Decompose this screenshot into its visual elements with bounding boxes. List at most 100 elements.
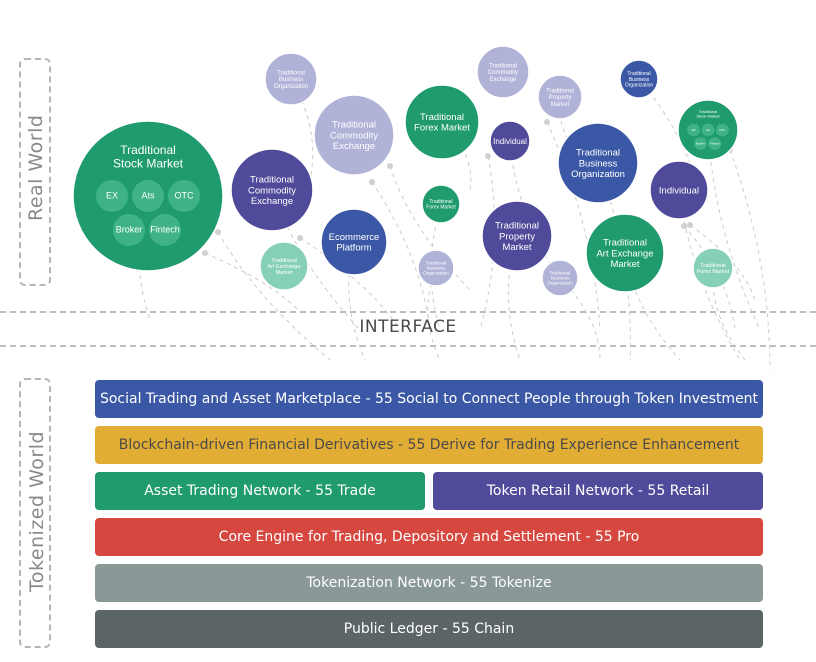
circle-shape (313, 94, 395, 176)
circle-label: Market (610, 259, 639, 270)
connector-dot (681, 223, 687, 229)
layer-tokenization: Tokenization Network - 55 Tokenize (95, 564, 763, 602)
circle-shape (585, 213, 665, 293)
circle-individual-medium: Individual (649, 160, 709, 220)
circle-label: Stock Market (696, 114, 720, 119)
circle-label: Traditional (495, 221, 539, 232)
connector-line (546, 121, 601, 331)
layer-public-ledger: Public Ledger - 55 Chain (95, 610, 763, 648)
circle-label: Traditional (489, 63, 517, 69)
layer-social-trading: Social Trading and Asset Marketplace - 5… (95, 380, 763, 418)
sub-circle-label: Ats (141, 191, 155, 201)
circle-shape (417, 249, 455, 287)
circle-label: Property (549, 95, 572, 101)
layer-derivatives: Blockchain-driven Financial Derivatives … (95, 426, 763, 464)
circle-shape (476, 45, 530, 99)
circle-label: Art Exchange (596, 248, 653, 259)
connector-line (479, 155, 495, 331)
circle-shape (541, 259, 579, 297)
circle-label: Traditional (627, 71, 650, 77)
circle-shape (481, 200, 553, 272)
sub-circle-label: Fintech (150, 225, 180, 235)
connector-line (204, 252, 301, 313)
circle-shape (649, 160, 709, 220)
circle-label: Commodity (488, 70, 518, 76)
circle-label: Business (579, 158, 618, 169)
connector-line (729, 149, 771, 371)
connector-dot (687, 222, 693, 228)
sub-circle (113, 214, 145, 246)
sub-circle (149, 214, 181, 246)
circle-label: Organization (547, 281, 573, 286)
circle-label: Exchange (251, 196, 293, 207)
circle-label: Organization (625, 82, 654, 88)
circle-label: Forex Market (697, 269, 730, 275)
circle-label: Traditional (700, 263, 725, 269)
circle-shape (537, 74, 583, 120)
circle-shape (259, 241, 309, 291)
circle-label: Traditional (603, 238, 647, 249)
real-world-label: Real World (25, 114, 47, 221)
circle-label: Traditional (576, 148, 620, 159)
circle-label: Property (499, 231, 535, 242)
tokenized-world-frame (19, 378, 51, 648)
circle-label: Individual (493, 137, 527, 146)
circle-label: Exchange (490, 77, 517, 83)
circle-label: Traditional (550, 271, 571, 276)
connector-dot (215, 229, 221, 235)
circle-shape (619, 59, 659, 99)
interface-top-border (0, 311, 816, 313)
circle-label: Business (551, 276, 570, 281)
circle-label: Traditional (546, 88, 574, 94)
circle-label: Individual (659, 185, 699, 196)
circle-label: Forex Market (426, 205, 456, 211)
connector-line (299, 237, 401, 331)
sub-circle (694, 137, 707, 151)
circle-shape (692, 247, 734, 289)
connector-line (389, 165, 471, 291)
sub-circle (701, 123, 715, 137)
interface-label: INTERFACE (359, 317, 457, 337)
circle-label: Market (276, 270, 293, 276)
circle-label: Forex Market (414, 123, 470, 134)
interface-bottom-border (0, 345, 816, 347)
sub-circle (687, 123, 700, 137)
circle-shape (264, 52, 318, 106)
layer-token-retail: Token Retail Network - 55 Retail (433, 472, 763, 510)
circle-label: Organization (274, 84, 308, 90)
circle-label: Business (279, 77, 303, 83)
circle-label: Ecommerce (329, 232, 380, 243)
circle-label: Traditional (120, 143, 176, 157)
connector-line (371, 181, 431, 331)
circle-label: Organization (571, 169, 625, 180)
circle-label: Organization (423, 271, 449, 276)
circle-label: Business (427, 266, 446, 271)
connector-dot (369, 179, 375, 185)
sub-circle (96, 180, 128, 212)
sub-circle (716, 123, 729, 137)
circle-label: Traditional (420, 112, 464, 123)
circle-shape (557, 122, 639, 204)
sub-circle-label: EX (692, 128, 696, 132)
sub-circle-label: OTC (719, 128, 726, 132)
circle-label: Traditional (429, 199, 452, 205)
circle-label: Business (629, 77, 650, 83)
circle-label: Market (502, 242, 531, 253)
